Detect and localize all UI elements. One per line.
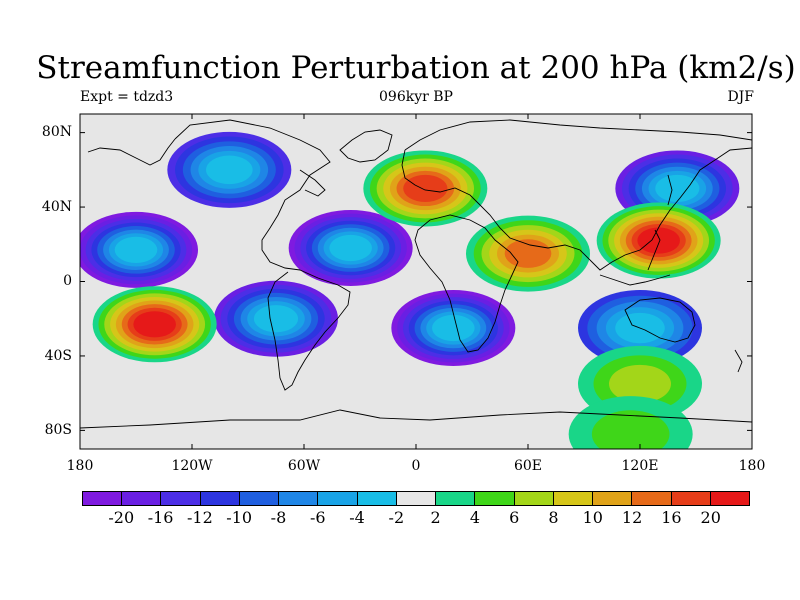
color-bar-label: 2 — [430, 508, 441, 527]
color-bar-label: 16 — [661, 508, 682, 527]
color-bar-box — [357, 492, 397, 505]
y-tick-label: 80N — [41, 124, 72, 140]
y-tick-label: 40N — [41, 199, 72, 215]
color-bar-label: -2 — [388, 508, 405, 527]
x-tick-label: 60E — [513, 458, 543, 474]
color-bar-box — [161, 492, 201, 505]
color-bar-box — [475, 492, 515, 505]
contour-region — [329, 234, 372, 262]
contour-region — [591, 410, 670, 449]
y-tick-label: 80S — [44, 422, 72, 438]
contour-region — [133, 311, 176, 338]
x-tick-label: 120E — [621, 458, 659, 474]
color-bar-label: 10 — [582, 508, 603, 527]
color-bar-box — [200, 492, 240, 505]
color-bar-label: 6 — [509, 508, 520, 527]
coastlines — [80, 119, 752, 429]
x-tick-label: 180 — [738, 458, 766, 474]
color-bar — [82, 491, 750, 506]
contour-region — [403, 174, 448, 203]
color-bar-label: -6 — [309, 508, 326, 527]
color-bar-box — [593, 492, 633, 505]
contour-region — [206, 155, 253, 185]
color-bar-box — [710, 492, 749, 505]
color-bar-box — [239, 492, 280, 505]
axis-ticks — [79, 114, 753, 449]
color-bar-box — [318, 492, 358, 505]
color-bar-label: -4 — [349, 508, 365, 527]
color-bar-box — [122, 492, 162, 505]
x-tick-label: 0 — [411, 458, 421, 474]
color-bar-box — [396, 492, 437, 505]
color-bar-box — [514, 492, 554, 505]
x-tick-label: 60W — [287, 458, 321, 474]
contour-region — [655, 174, 700, 203]
y-tick-label: 0 — [63, 273, 72, 289]
y-tick-label: 40S — [44, 348, 72, 364]
color-bar-label: 20 — [700, 508, 721, 527]
color-bar-box — [83, 492, 123, 505]
contour-region — [432, 314, 475, 342]
color-bar-box — [632, 492, 672, 505]
color-bar-label: 4 — [469, 508, 481, 527]
color-bar-label: 8 — [548, 508, 559, 527]
contour-region — [637, 227, 680, 254]
color-bar-label: -8 — [270, 508, 287, 527]
experiment-label: Expt = tdzd3 — [80, 89, 174, 105]
contour-region — [253, 305, 299, 333]
color-bar-label: 12 — [621, 508, 643, 527]
color-bar-box — [671, 492, 711, 505]
color-bar-box — [279, 492, 319, 505]
x-tick-label: 120W — [171, 458, 213, 474]
contour-field — [80, 114, 752, 449]
contour-region — [114, 236, 158, 263]
color-bar-box — [436, 492, 476, 505]
x-tick-label: 180 — [66, 458, 94, 474]
color-bar-label: -16 — [147, 508, 174, 527]
color-bar-label: -12 — [186, 508, 213, 527]
color-bar-label: -20 — [108, 508, 135, 527]
color-bar-box — [553, 492, 594, 505]
color-bar-label: -10 — [226, 508, 253, 527]
time-period-label: 096kyr BP — [379, 89, 453, 105]
contour-region — [609, 364, 671, 403]
season-label: DJF — [727, 89, 754, 105]
chart-title: Streamfunction Perturbation at 200 hPa (… — [36, 50, 796, 86]
